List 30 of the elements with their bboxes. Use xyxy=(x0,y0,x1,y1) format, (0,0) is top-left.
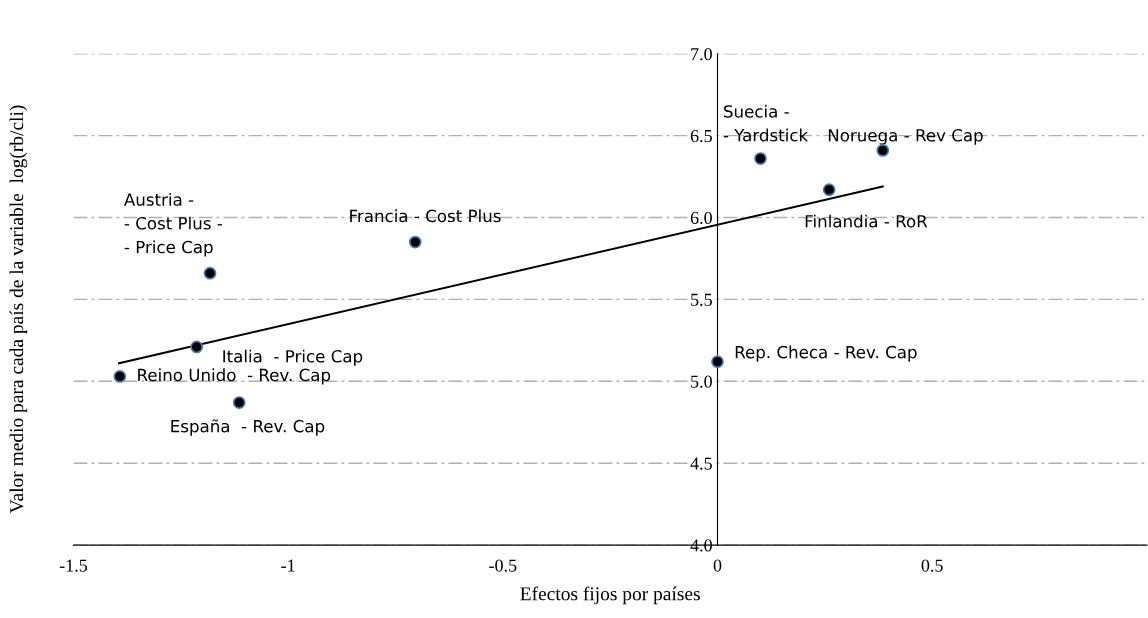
point xyxy=(190,340,204,354)
x-tick-label: -1.5 xyxy=(59,559,88,572)
annotation: Finlandia - RoR xyxy=(805,214,928,228)
x-tick-label: -1 xyxy=(281,559,295,572)
y-tick-label: 5.5 xyxy=(691,293,712,306)
annotation: Reino Unido - Rev. Cap xyxy=(138,368,331,385)
annotation: Noruega - Rev Cap xyxy=(828,129,983,145)
x-tick-label: 0.5 xyxy=(921,559,943,572)
y-tick-label: 6.5 xyxy=(690,129,712,143)
annotation: Rep. Checa - Rev. Cap xyxy=(735,345,917,362)
annotation: España - Rev. Cap xyxy=(171,419,325,436)
point xyxy=(203,266,217,280)
point xyxy=(822,183,836,197)
y-tick-label: 6.0 xyxy=(690,211,712,225)
point xyxy=(711,355,724,369)
annotation: Austria - - Cost Plus - - Price Cap xyxy=(124,192,222,257)
point xyxy=(754,152,767,165)
x-tick-label: -0.5 xyxy=(489,559,517,572)
point xyxy=(408,235,422,249)
y-tick-label: 7.0 xyxy=(691,48,712,61)
annotation: Francia - Cost Plus xyxy=(350,209,501,223)
point xyxy=(232,396,246,409)
y-tick-label: 5.0 xyxy=(691,375,712,388)
y-tick-label: 4.5 xyxy=(690,457,712,470)
x-axis-title: Efectos fijos por países xyxy=(520,586,700,605)
x-tick-label: 0 xyxy=(713,559,722,572)
point xyxy=(113,370,127,383)
y-axis-title: Valor medio para cada país de la variable log(rb/cli) xyxy=(9,105,28,514)
annotation: Italia - Price Cap xyxy=(223,349,363,366)
annotation: Suecia - - Yardstick xyxy=(723,104,809,142)
